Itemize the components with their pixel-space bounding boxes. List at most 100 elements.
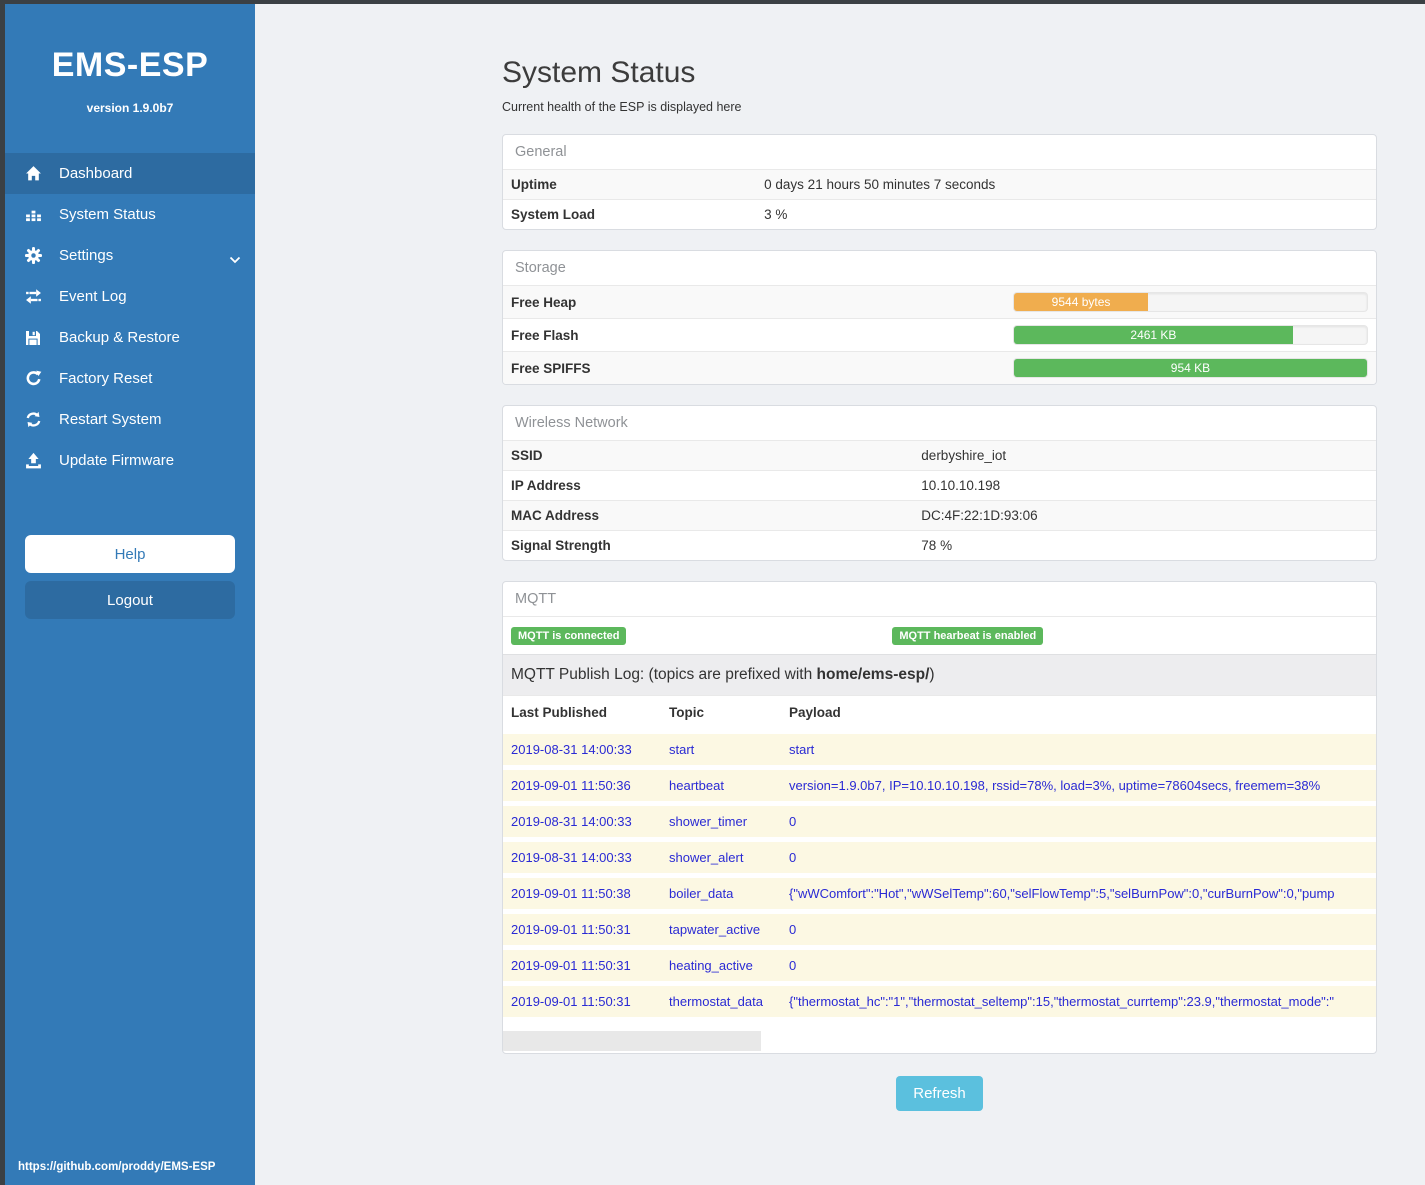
github-link[interactable]: https://github.com/proddy/EMS-ESP <box>18 1161 216 1173</box>
publish-log-topic-prefix: home/ems-esp/ <box>816 666 930 683</box>
sidebar-item-system-status[interactable]: System Status <box>5 194 255 235</box>
row-label: Free SPIFFS <box>503 351 1005 384</box>
log-topic: tapwater_active <box>661 909 781 948</box>
app-title: EMS-ESP <box>51 46 209 84</box>
chevron-down-icon <box>229 251 241 268</box>
progress-track: 2461 KB <box>1012 325 1368 345</box>
horizontal-scrollbar-thumb[interactable] <box>503 1031 761 1051</box>
progress-track: 9544 bytes <box>1012 292 1368 312</box>
col-payload: Payload <box>781 695 1376 732</box>
table-row: SSID derbyshire_iot <box>503 440 1376 471</box>
window-top-edge <box>0 0 1425 4</box>
mqtt-publish-log-caption: MQTT Publish Log: (topics are prefixed w… <box>503 654 1376 695</box>
home-icon <box>22 165 44 182</box>
publish-log-text: MQTT Publish Log: (topics are prefixed w… <box>511 666 817 683</box>
col-topic: Topic <box>661 695 781 732</box>
table-row: IP Address 10.10.10.198 <box>503 470 1376 501</box>
sidebar-item-event-log[interactable]: Event Log <box>5 276 255 317</box>
sidebar-item-backup-restore[interactable]: Backup & Restore <box>5 317 255 358</box>
refresh-button[interactable]: Refresh <box>896 1076 983 1111</box>
system-status-icon <box>22 206 44 223</box>
storage-panel-title: Storage <box>515 260 566 276</box>
row-label: MAC Address <box>503 500 914 531</box>
row-progress-cell: 954 KB <box>1004 351 1376 384</box>
page-title: System Status <box>502 56 696 89</box>
log-last-published: 2019-09-01 11:50:31 <box>503 909 661 948</box>
mqtt-badges-row: MQTT is connected MQTT hearbeat is enabl… <box>503 616 1376 654</box>
progress-track: 954 KB <box>1012 358 1368 378</box>
mqtt-publish-table: Last Published Topic Payload 2019-08-31 … <box>503 695 1376 1017</box>
log-topic: heating_active <box>661 945 781 984</box>
sidebar: EMS-ESP version 1.9.0b7 Dashboard System… <box>5 4 255 1185</box>
sidebar-item-dashboard[interactable]: Dashboard <box>5 153 255 194</box>
row-progress-cell: 2461 KB <box>1004 318 1376 352</box>
log-last-published: 2019-09-01 11:50:38 <box>503 873 661 912</box>
horizontal-scrollbar-track[interactable] <box>503 1031 1376 1051</box>
mqtt-connected-badge: MQTT is connected <box>511 627 627 645</box>
rotate-right-icon <box>22 370 44 387</box>
table-row: Free Heap 9544 bytes <box>503 285 1376 319</box>
wireless-panel: Wireless Network SSID derbyshire_iot IP Ad… <box>502 405 1377 561</box>
app-version: version 1.9.0b7 <box>86 101 174 115</box>
log-payload: 0 <box>781 945 1376 984</box>
wireless-panel-title: Wireless Network <box>515 415 628 431</box>
logout-button[interactable]: Logout <box>25 581 235 619</box>
help-button[interactable]: Help <box>25 535 235 573</box>
sidebar-item-label: Event Log <box>59 288 127 305</box>
log-topic: shower_timer <box>661 801 781 840</box>
sidebar-item-label: Backup & Restore <box>59 329 180 346</box>
sidebar-item-settings[interactable]: Settings <box>5 235 255 276</box>
table-row: System Load 3 % <box>503 199 1376 229</box>
sidebar-item-restart-system[interactable]: Restart System <box>5 399 255 440</box>
mqtt-panel-title: MQTT <box>515 591 557 607</box>
sidebar-item-label: Factory Reset <box>59 370 153 387</box>
log-row: 2019-09-01 11:50:36 heartbeat version=1.9.… <box>503 765 1376 804</box>
row-label: SSID <box>503 440 914 471</box>
row-label: Uptime <box>503 169 757 200</box>
mqtt-panel: MQTT MQTT is connected MQTT hearbeat is … <box>502 581 1377 1054</box>
wireless-table: SSID derbyshire_iot IP Address 10.10.10.198… <box>503 440 1376 560</box>
mqtt-heartbeat-badge: MQTT hearbeat is enabled <box>892 627 1044 645</box>
mqtt-connected-cell: MQTT is connected <box>511 626 892 645</box>
row-progress-cell: 9544 bytes <box>1004 285 1376 319</box>
log-row: 2019-08-31 14:00:33 shower_timer 0 <box>503 801 1376 840</box>
log-payload: 0 <box>781 837 1376 876</box>
log-last-published: 2019-09-01 11:50:31 <box>503 981 661 1017</box>
window-left-edge <box>0 0 5 1185</box>
sidebar-item-update-firmware[interactable]: Update Firmware <box>5 440 255 481</box>
sync-icon <box>22 411 44 428</box>
general-panel: General Uptime 0 days 21 hours 50 minutes… <box>502 134 1377 230</box>
log-row: 2019-08-31 14:00:33 start start <box>503 729 1376 768</box>
log-payload: start <box>781 729 1376 768</box>
table-row: MAC Address DC:4F:22:1D:93:06 <box>503 500 1376 531</box>
sidebar-item-label: Dashboard <box>59 165 133 182</box>
table-row: Free Flash 2461 KB <box>503 318 1376 352</box>
sidebar-item-label: Settings <box>59 247 114 264</box>
log-last-published: 2019-09-01 11:50:31 <box>503 945 661 984</box>
storage-table: Free Heap 9544 bytes Free Flash 2461 KB Free… <box>503 285 1376 384</box>
row-label: Signal Strength <box>503 530 914 560</box>
general-table: Uptime 0 days 21 hours 50 minutes 7 secon… <box>503 169 1376 229</box>
table-row: Uptime 0 days 21 hours 50 minutes 7 secon… <box>503 169 1376 200</box>
sidebar-nav: Dashboard System Status <box>5 153 255 481</box>
col-last-published: Last Published <box>503 695 661 732</box>
log-last-published: 2019-08-31 14:00:33 <box>503 837 661 876</box>
save-icon <box>22 330 44 346</box>
log-row: 2019-09-01 11:50:31 heating_active 0 <box>503 945 1376 984</box>
publish-table-header-row: Last Published Topic Payload <box>503 695 1376 732</box>
log-topic: start <box>661 729 781 768</box>
log-row: 2019-08-31 14:00:33 shower_alert 0 <box>503 837 1376 876</box>
row-label: System Load <box>503 199 757 229</box>
upload-icon <box>22 452 44 469</box>
row-label: IP Address <box>503 470 914 501</box>
row-value: 78 % <box>913 530 1376 560</box>
sidebar-item-factory-reset[interactable]: Factory Reset <box>5 358 255 399</box>
log-topic: heartbeat <box>661 765 781 804</box>
row-label: Free Heap <box>503 285 1005 319</box>
row-value: 3 % <box>756 199 1376 229</box>
log-last-published: 2019-08-31 14:00:33 <box>503 801 661 840</box>
log-payload: version=1.9.0b7, IP=10.10.10.198, rssid=… <box>781 765 1376 804</box>
refresh-row: Refresh <box>502 1076 1377 1111</box>
row-value: 0 days 21 hours 50 minutes 7 seconds <box>756 169 1376 200</box>
log-row: 2019-09-01 11:50:31 thermostat_data {"ther… <box>503 981 1376 1017</box>
